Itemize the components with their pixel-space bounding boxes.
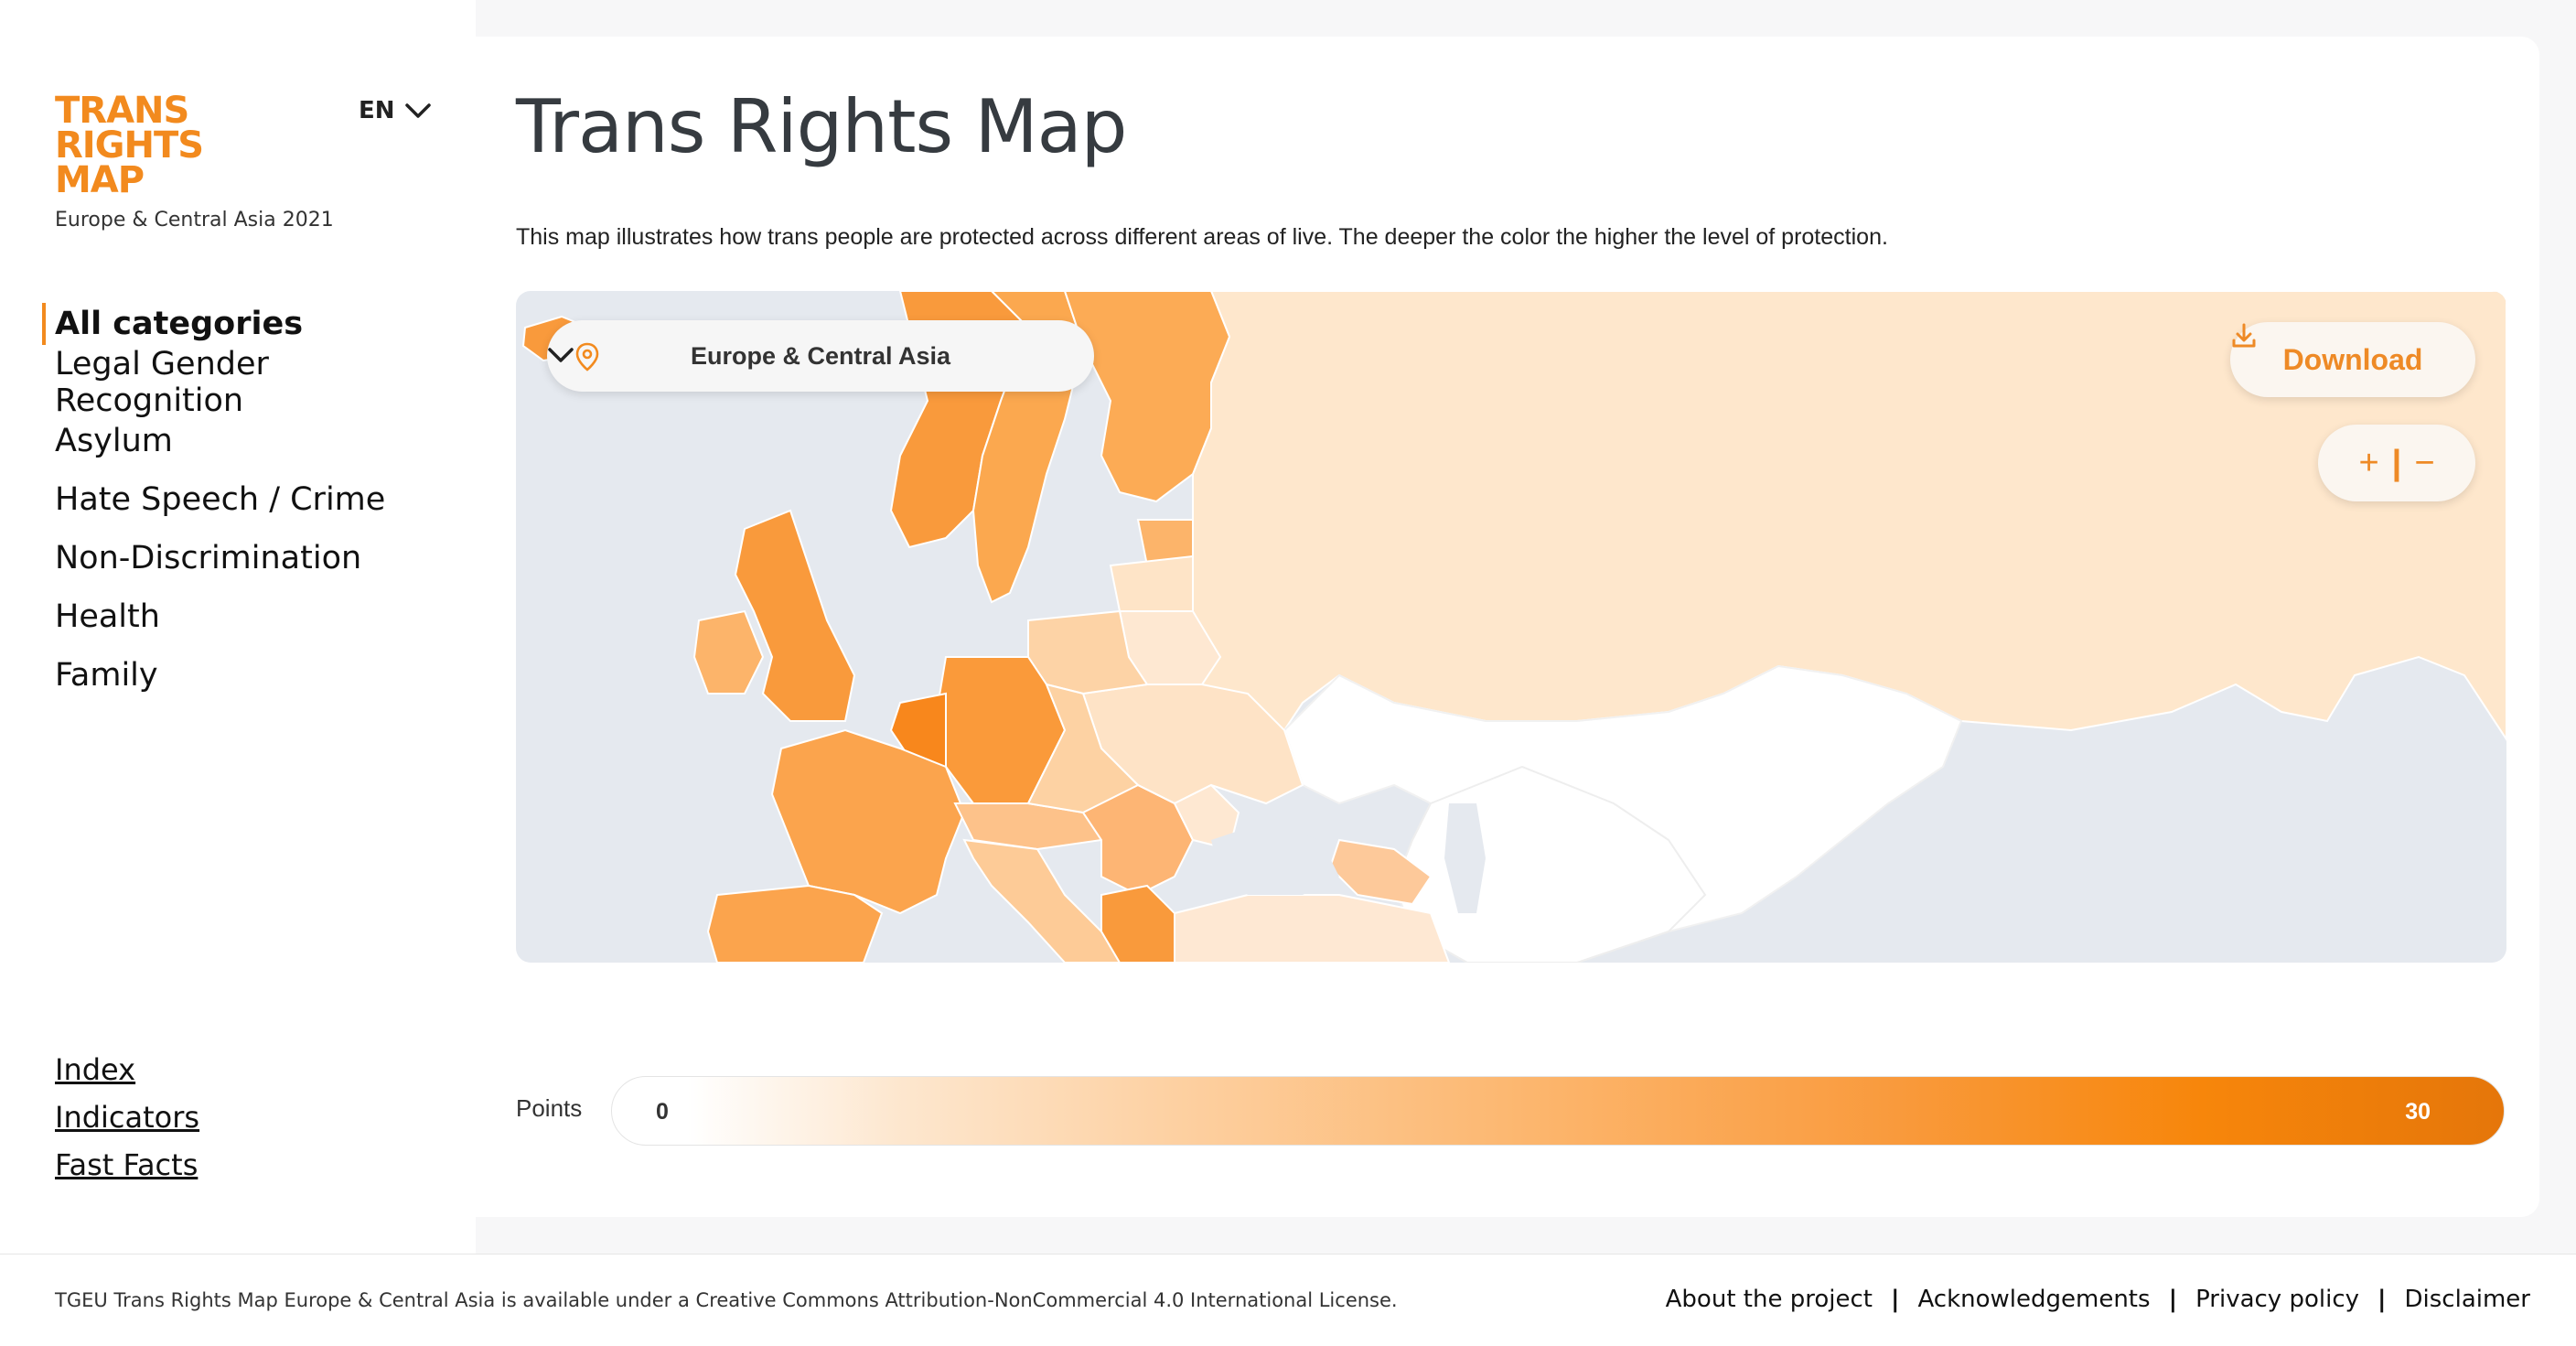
nav-item-all-categories[interactable]: All categories: [42, 295, 463, 353]
nav-item-label: Health: [55, 598, 160, 635]
footer-link-disclaimer[interactable]: Disclaimer: [2404, 1286, 2530, 1313]
link-indicators[interactable]: Indicators: [55, 1100, 200, 1135]
language-label: EN: [359, 97, 395, 124]
nav-item-label: All categories: [55, 306, 304, 342]
nav-item-label: Legal Gender Recognition: [55, 346, 269, 419]
nav-item-label: Asylum: [55, 423, 173, 459]
page-title: Trans Rights Map: [516, 84, 1127, 169]
map-black-sea: [1211, 822, 1339, 895]
legend-label: Points: [516, 1094, 583, 1122]
footer: TGEU Trans Rights Map Europe & Central A…: [0, 1254, 2576, 1346]
nav-item-label: Non-Discrimination: [55, 540, 362, 576]
nav-item-family[interactable]: Family: [42, 646, 463, 705]
footer-link-privacy[interactable]: Privacy policy: [2195, 1286, 2360, 1313]
legend-max-value: 30: [2405, 1099, 2431, 1125]
nav-item-label: Family: [55, 657, 158, 694]
chevron-down-icon: [404, 103, 431, 118]
chevron-down-icon: [548, 348, 574, 362]
sidebar: TRANS RIGHTS MAP Europe & Central Asia 2…: [0, 0, 476, 1254]
map-caspian-sea: [1444, 803, 1486, 913]
legend-min-value: 0: [656, 1099, 669, 1125]
license-text: TGEU Trans Rights Map Europe & Central A…: [55, 1289, 1398, 1311]
logo-subtitle: Europe & Central Asia 2021: [55, 209, 334, 232]
language-selector[interactable]: EN: [359, 97, 432, 124]
logo-line-1: TRANS: [55, 90, 189, 132]
nav-item-legal-gender-recognition[interactable]: Legal Gender Recognition: [42, 346, 463, 419]
map[interactable]: Europe & Central Asia Download + | −: [516, 291, 2506, 963]
nav-item-hate-speech-crime[interactable]: Hate Speech / Crime: [42, 470, 463, 529]
link-fast-facts[interactable]: Fast Facts: [55, 1147, 199, 1182]
link-index[interactable]: Index: [55, 1052, 136, 1087]
logo-line-2: RIGHTS: [55, 124, 204, 167]
location-pin-icon: [575, 342, 599, 371]
footer-separator: |: [2168, 1286, 2178, 1313]
legend-scale: 0 30: [611, 1076, 2505, 1146]
map-region-greece[interactable]: [1100, 884, 1175, 963]
region-selector-value: Europe & Central Asia: [690, 341, 951, 370]
footer-link-acknowledgements[interactable]: Acknowledgements: [1917, 1286, 2151, 1313]
region-selector[interactable]: Europe & Central Asia: [547, 320, 1094, 392]
map-region-france[interactable]: [770, 728, 966, 915]
map-region-ireland[interactable]: [692, 609, 765, 695]
nav-item-health[interactable]: Health: [42, 587, 463, 646]
nav-item-asylum[interactable]: Asylum: [42, 412, 463, 470]
zoom-in-button[interactable]: +: [2358, 443, 2379, 482]
zoom-out-button[interactable]: −: [2414, 443, 2435, 482]
zoom-separator: |: [2391, 443, 2402, 482]
download-button[interactable]: Download: [2230, 322, 2475, 397]
map-region-italy[interactable]: [962, 838, 1122, 963]
page-description: This map illustrates how trans people ar…: [516, 224, 1888, 250]
nav-item-non-discrimination[interactable]: Non-Discrimination: [42, 529, 463, 587]
map-region-romania[interactable]: [1137, 783, 1240, 851]
main-card: Trans Rights Map This map illustrates ho…: [476, 37, 2539, 1217]
logo-line-3: MAP: [55, 159, 145, 201]
footer-link-about[interactable]: About the project: [1665, 1286, 1873, 1313]
footer-links: About the project | Acknowledgements | P…: [1666, 1286, 2530, 1313]
download-icon: [2232, 323, 2256, 348]
nav-item-label: Hate Speech / Crime: [55, 481, 386, 518]
map-canvas[interactable]: [516, 291, 2506, 963]
footer-separator: |: [2377, 1286, 2387, 1313]
footer-separator: |: [1890, 1286, 1900, 1313]
map-region-united-kingdom[interactable]: [734, 509, 856, 722]
secondary-nav: Index Indicators Fast Facts: [55, 1052, 199, 1195]
map-region-finland[interactable]: [1063, 291, 1231, 503]
download-button-label: Download: [2282, 342, 2423, 376]
map-region-spain-portugal[interactable]: [706, 884, 884, 963]
zoom-controls: + | −: [2318, 425, 2475, 501]
logo[interactable]: TRANS RIGHTS MAP Europe & Central Asia 2…: [55, 90, 334, 232]
category-nav: All categories Legal Gender Recognition …: [42, 295, 463, 705]
